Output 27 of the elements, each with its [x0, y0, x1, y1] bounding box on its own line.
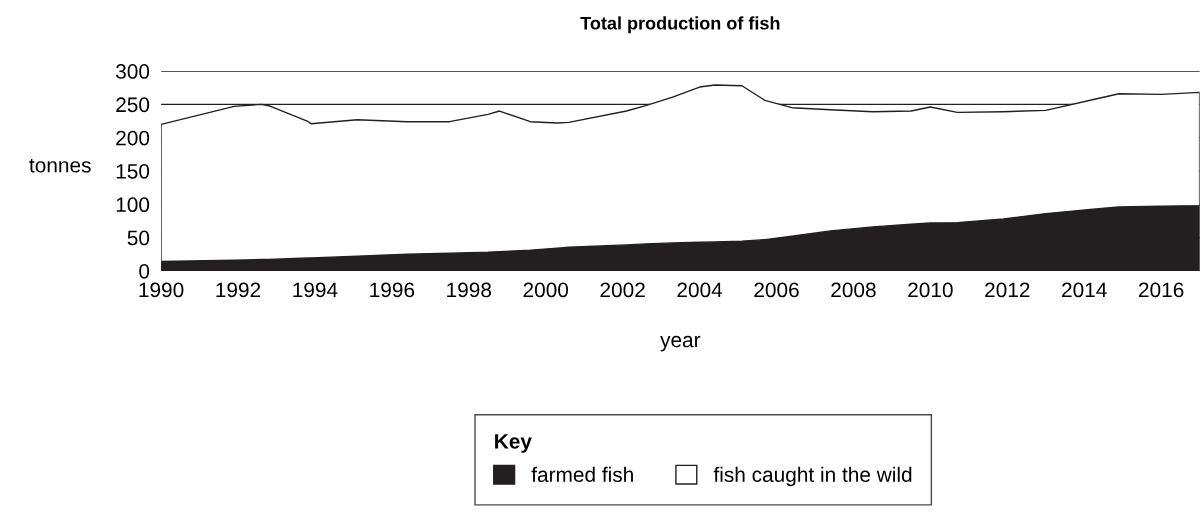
- y-axis-title: tonnes: [29, 158, 91, 173]
- x-tick-label: 2016: [1139, 282, 1184, 298]
- y-tick-label: 50: [127, 230, 150, 246]
- x-tick-label: 1994: [293, 282, 338, 298]
- x-tick-label: 1998: [447, 282, 492, 298]
- x-axis-title: year: [660, 335, 701, 352]
- x-tick-label: 2008: [831, 282, 876, 298]
- legend-title: Key: [495, 434, 532, 453]
- legend-label: fish caught in the wild: [713, 466, 912, 487]
- chart-title: Total production of fish: [580, 16, 780, 34]
- x-tick-label: 1996: [370, 282, 415, 298]
- y-tick-label: 100: [116, 197, 150, 213]
- x-tick-label: 1992: [216, 282, 261, 298]
- y-tick-label: 300: [116, 64, 150, 79]
- x-tick-label: 2012: [985, 282, 1030, 298]
- legend-label: farmed fish: [531, 466, 633, 483]
- x-tick-label: 1990: [139, 282, 184, 298]
- x-tick-label: 2000: [523, 282, 569, 298]
- x-tick-label: 2010: [908, 282, 953, 298]
- x-tick-label: 2014: [1062, 282, 1107, 298]
- y-tick-label: 250: [116, 97, 150, 113]
- x-tick-label: 2006: [754, 282, 799, 298]
- x-tick-label: 2004: [677, 282, 723, 298]
- y-tick-label: 0: [139, 263, 150, 279]
- x-tick-label: 2002: [600, 282, 645, 298]
- y-tick-label: 150: [116, 163, 150, 179]
- y-tick-label: 200: [116, 130, 150, 146]
